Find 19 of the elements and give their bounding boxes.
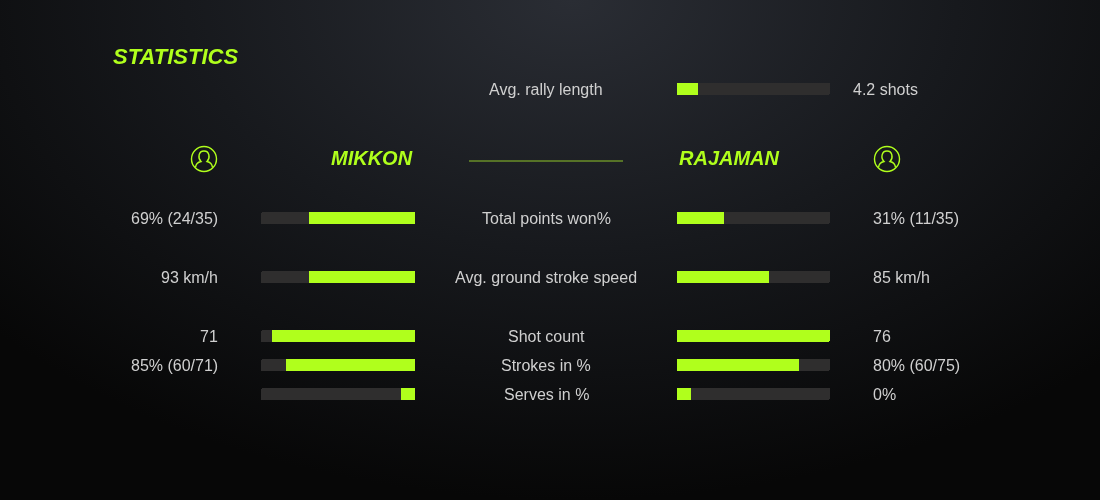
- text: MIKKON: [331, 147, 413, 169]
- text: 76: [873, 328, 891, 345]
- text: 85% (60/71): [131, 357, 219, 374]
- text: 71: [200, 328, 218, 345]
- text: 4.2 shots: [853, 81, 918, 98]
- text: 31% (11/35): [873, 210, 959, 227]
- text: 85 km/h: [873, 269, 930, 286]
- text: 69% (24/35): [131, 210, 219, 227]
- y-tick-label: Avg. ground stroke speed: [455, 269, 638, 286]
- y-tick-label: Shot count: [508, 328, 586, 345]
- text: 80% (60/75): [873, 357, 961, 374]
- chart-title: STATISTICS: [113, 43, 239, 69]
- text: RAJAMAN: [679, 147, 780, 169]
- y-tick-label: Avg. rally length: [489, 81, 603, 98]
- text: 93 km/h: [161, 269, 218, 286]
- y-tick-label: Strokes in %: [501, 357, 591, 374]
- y-tick-label: Serves in %: [504, 386, 590, 403]
- y-tick-label: Total points won%: [482, 210, 611, 227]
- text: 0%: [873, 386, 897, 403]
